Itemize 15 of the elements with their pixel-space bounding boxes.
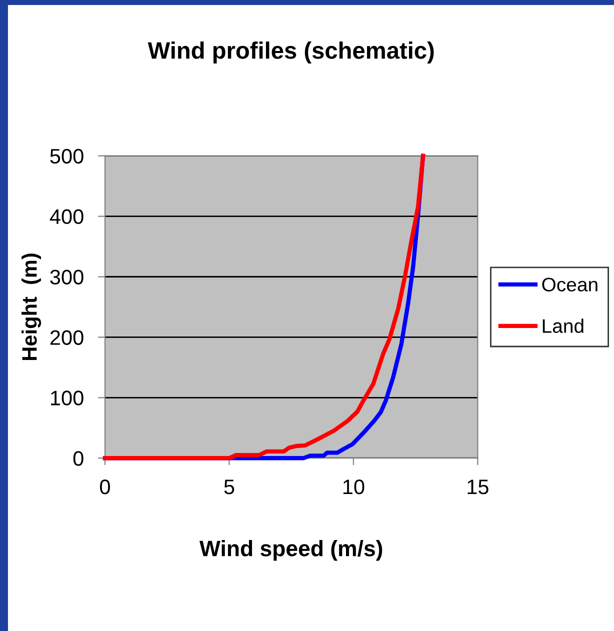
y-tick-label: 100 <box>50 390 84 406</box>
x-tick-label: 0 <box>100 479 110 494</box>
legend-label: Land <box>542 318 584 333</box>
y-tick-label: 0 <box>73 451 84 466</box>
x-tick-label: 15 <box>468 480 488 494</box>
y-tick-label: 200 <box>50 330 84 345</box>
chart-title: Wind profiles (schematic) <box>148 42 434 64</box>
y-tick-label: 400 <box>50 209 84 224</box>
x-axis-title: Wind speed (m/s) <box>199 540 382 561</box>
y-tick-label: 300 <box>50 270 84 285</box>
y-axis-title: Height (m) <box>22 254 42 360</box>
x-tick-label: 10 <box>343 479 364 494</box>
y-tick-label: 500 <box>50 148 84 164</box>
legend-label: Ocean <box>542 278 598 292</box>
x-tick-label: 5 <box>224 480 234 494</box>
